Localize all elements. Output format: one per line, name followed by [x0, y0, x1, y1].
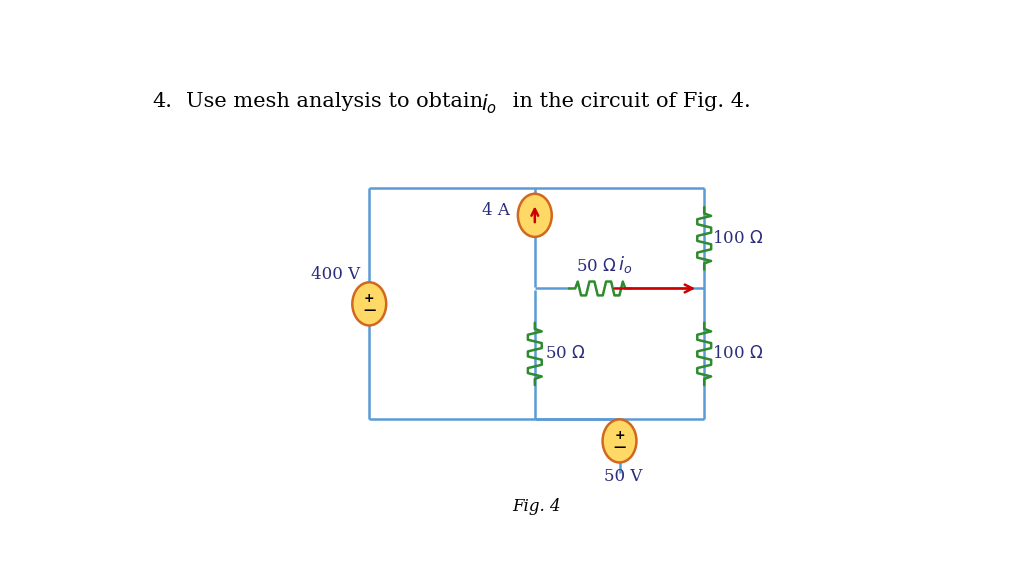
- Ellipse shape: [518, 194, 552, 237]
- Text: Fig. 4: Fig. 4: [512, 498, 561, 515]
- Text: $i_o$: $i_o$: [617, 253, 632, 275]
- Text: +: +: [614, 429, 625, 442]
- Text: —: —: [613, 442, 626, 455]
- Text: 50 V: 50 V: [604, 468, 642, 485]
- Text: 50 $\Omega$: 50 $\Omega$: [545, 345, 586, 362]
- Text: —: —: [364, 305, 376, 318]
- Text: +: +: [364, 292, 375, 305]
- Text: 100 $\Omega$: 100 $\Omega$: [712, 230, 763, 247]
- Ellipse shape: [602, 419, 637, 463]
- Text: 100 $\Omega$: 100 $\Omega$: [712, 345, 763, 362]
- Text: Use mesh analysis to obtain: Use mesh analysis to obtain: [186, 92, 494, 111]
- Ellipse shape: [352, 282, 386, 325]
- Text: in the circuit of Fig. 4.: in the circuit of Fig. 4.: [506, 92, 751, 111]
- Text: 4.: 4.: [153, 92, 172, 111]
- Text: 4 A: 4 A: [482, 202, 510, 219]
- Text: $i_o$: $i_o$: [481, 92, 497, 116]
- Text: 400 V: 400 V: [311, 266, 360, 283]
- Text: 50 $\Omega$: 50 $\Omega$: [577, 258, 616, 275]
